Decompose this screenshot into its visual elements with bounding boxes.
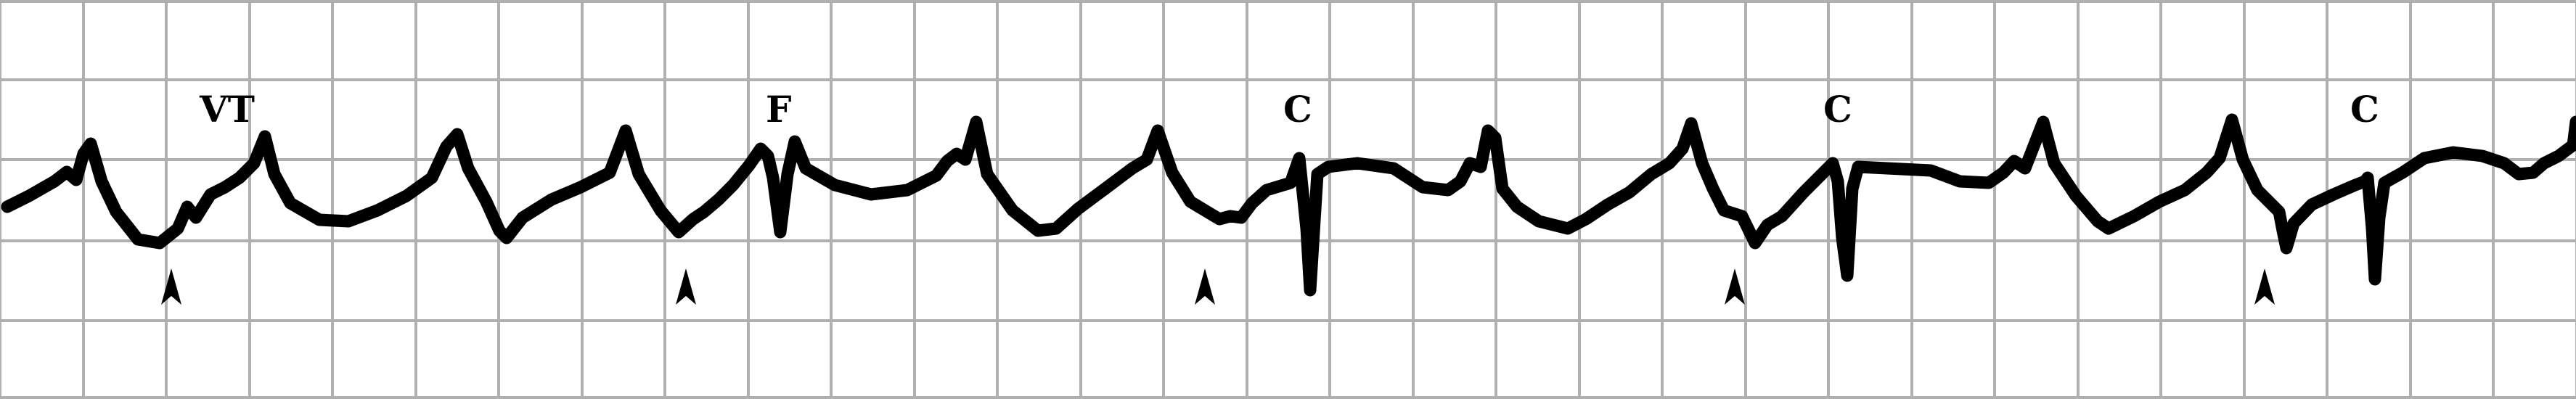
p-wave-markers [161, 268, 2275, 305]
beat-label-vt: VT [199, 88, 255, 131]
arrowhead-icon [1195, 268, 1215, 305]
arrowhead-icon [2254, 268, 2275, 305]
beat-label-capture-3: C [2350, 88, 2379, 131]
ecg-trace [1, 113, 2576, 297]
beat-label-fusion: F [766, 88, 792, 131]
beat-labels: VT F C C C [199, 88, 2379, 131]
arrowhead-icon [676, 268, 696, 305]
arrowhead-icon [161, 268, 181, 305]
beat-label-capture-1: C [1283, 88, 1312, 131]
beat-label-capture-2: C [1823, 88, 1852, 131]
arrowhead-icon [1725, 268, 1745, 305]
